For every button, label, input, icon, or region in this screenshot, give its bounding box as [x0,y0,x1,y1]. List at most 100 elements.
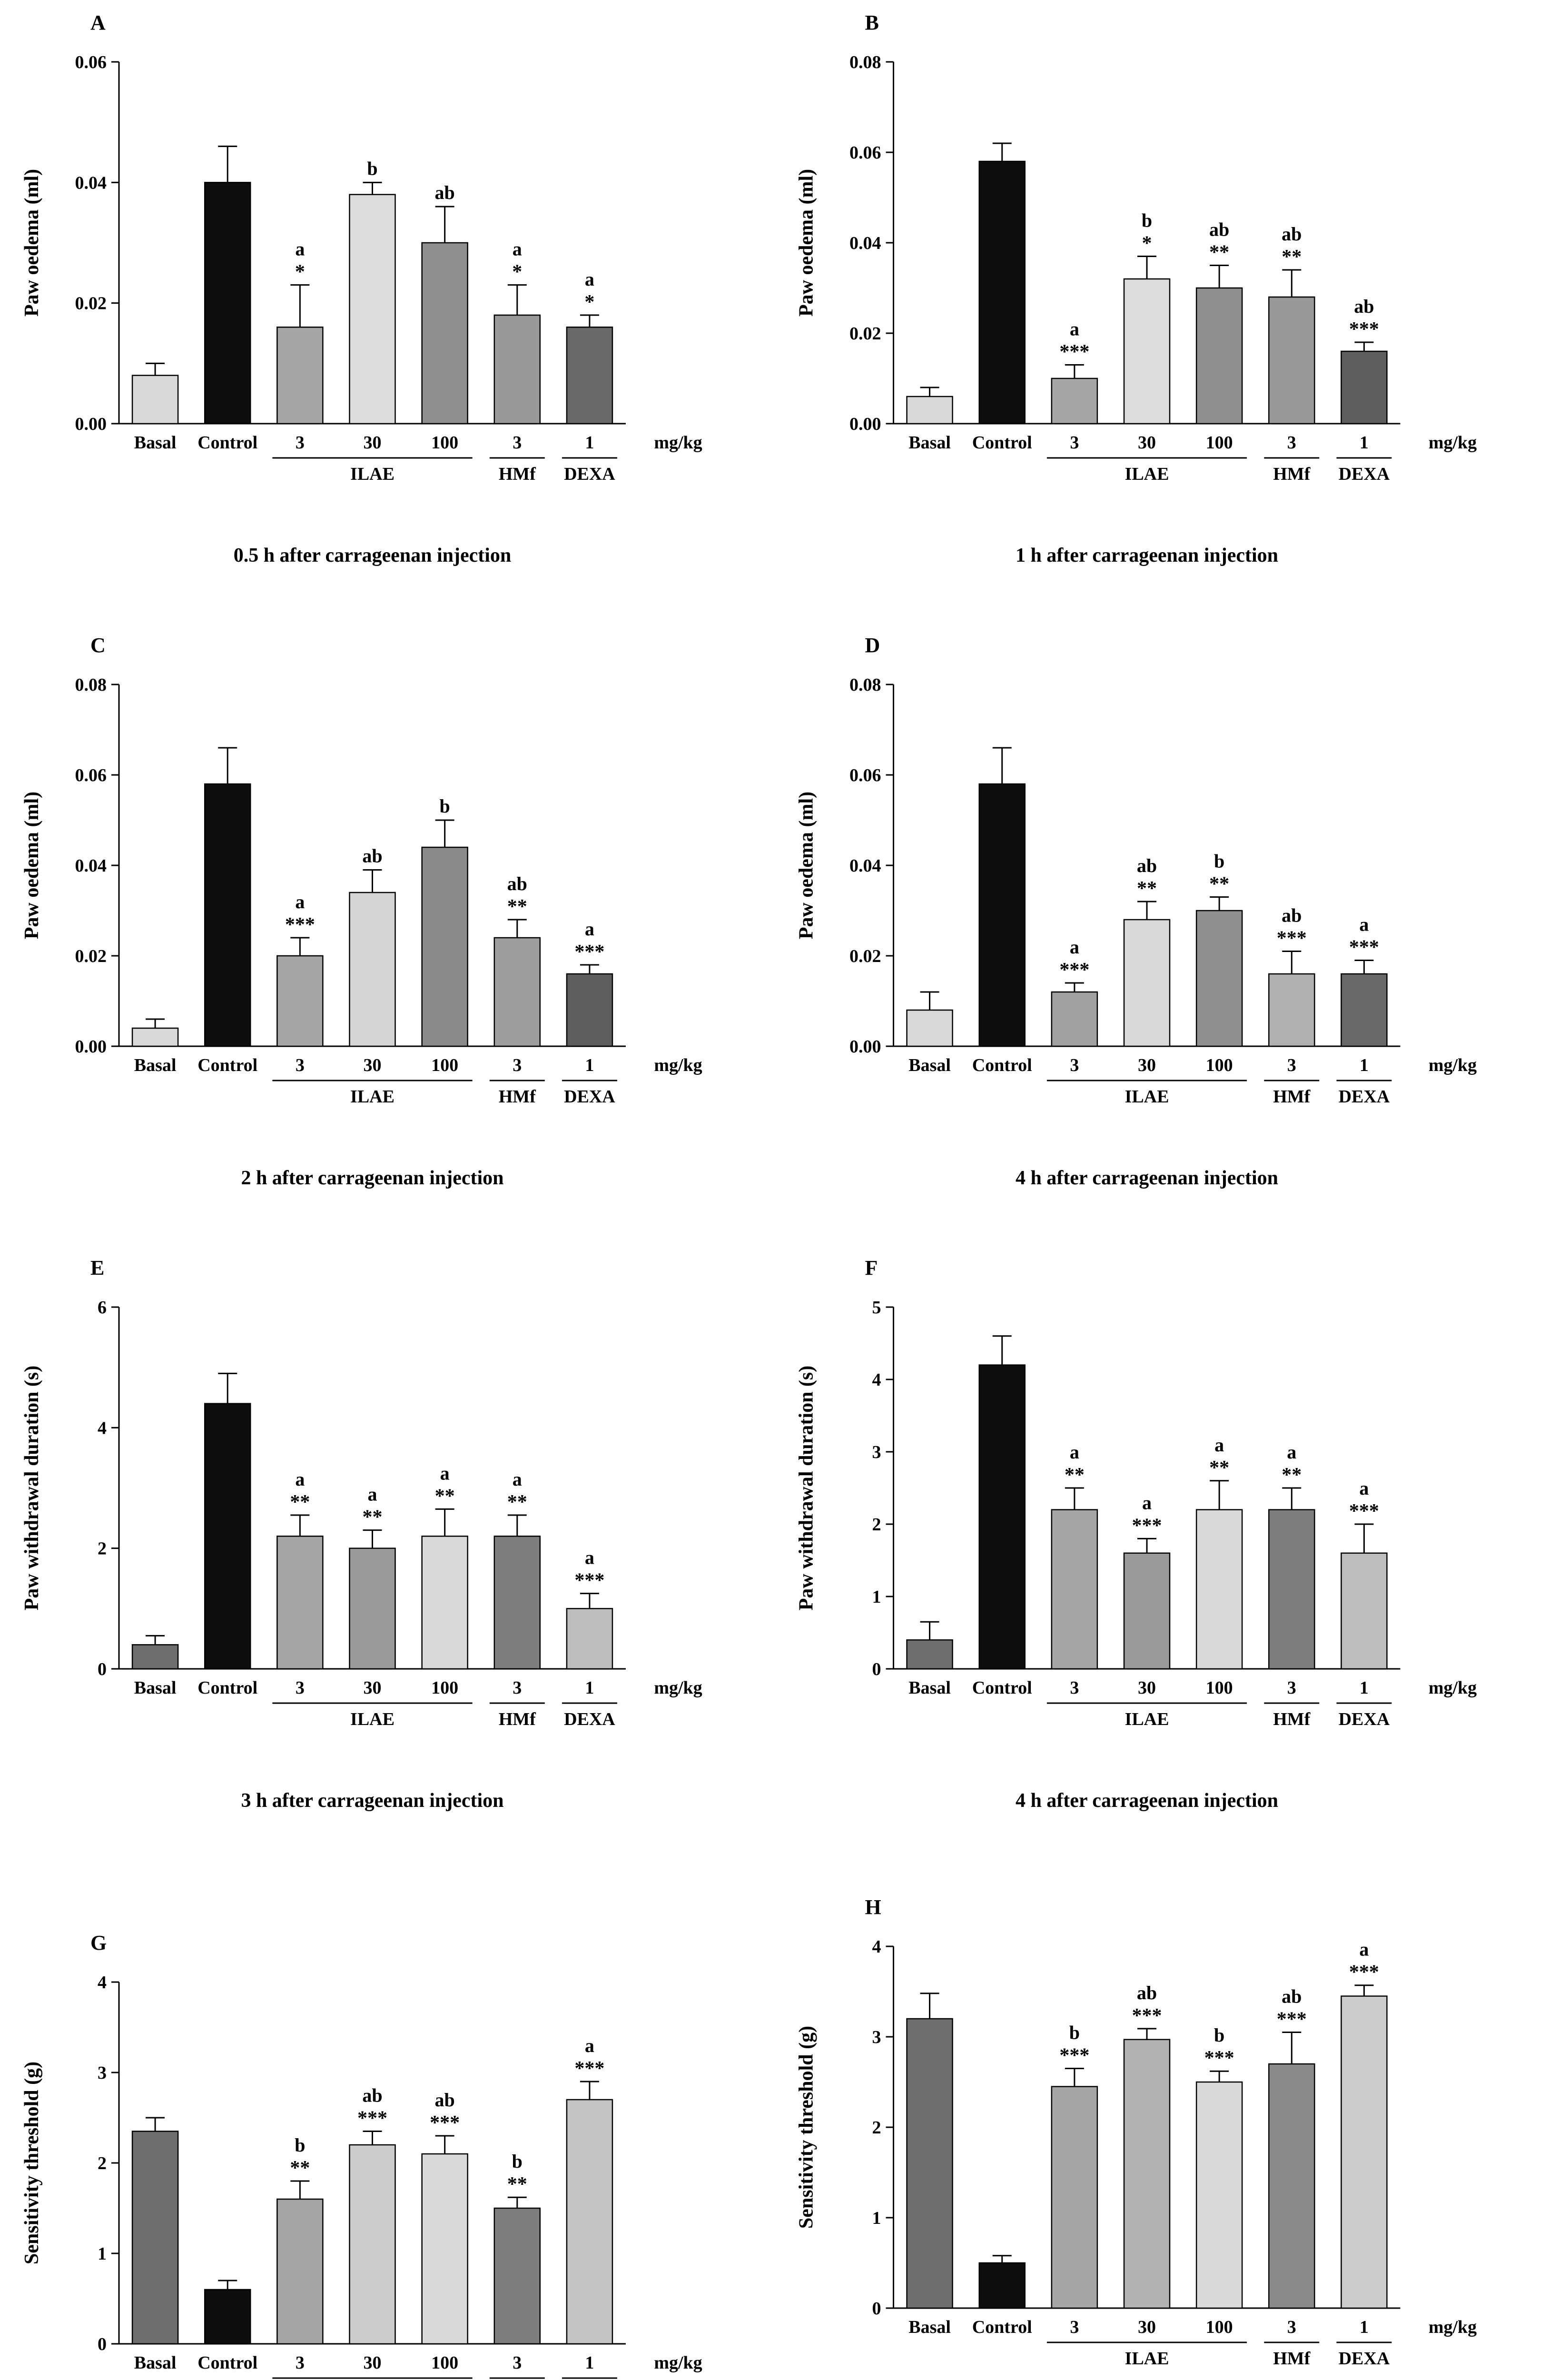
sig-letter: ab [507,873,527,894]
bar-control [204,783,251,1047]
y-tick-label: 0.00 [75,1037,107,1057]
sig-stars: ** [1137,878,1157,900]
category-label: 100 [1206,1678,1233,1698]
bar-ilae-30 [349,194,396,425]
category-label: 100 [431,1055,458,1075]
bar-hmf-3 [1268,2063,1315,2309]
y-tick-label: 2 [872,1515,881,1535]
y-tick-label: 0.02 [75,946,107,966]
sig-letter: a [295,1468,305,1490]
bar-ilae-30 [349,892,396,1047]
sig-letter: a [295,238,305,260]
group-label-hmf: HMf [499,1709,536,1729]
bar-ilae-30 [1123,278,1171,425]
bar-basal [906,2018,953,2309]
sig-letter: ab [1282,905,1302,926]
sig-stars: ** [1282,1464,1302,1486]
bar-ilae-3 [1051,2086,1098,2309]
group-label-hmf: HMf [1273,464,1311,484]
y-tick-label: 0.06 [75,52,107,72]
chart-e: E Paw withdrawal duration (s) 0 2 4 6 Basal Con… [21,1256,702,1812]
group-label-hmf: HMf [1273,1709,1311,1729]
bar-dexa-1 [1341,973,1388,1047]
bar-ilae-3 [1051,1509,1098,1670]
category-label: 30 [1138,1055,1156,1075]
bar-ilae-100 [1195,1509,1243,1670]
y-tick-label: 4 [98,1418,107,1438]
unit-label: mg/kg [654,1678,702,1698]
category-label: Control [197,1055,257,1075]
y-tick-label: 4 [98,1973,107,1993]
bar-ilae-100 [1195,2081,1243,2309]
y-tick-label: 0.04 [75,856,107,876]
sig-letter: ab [435,2089,455,2111]
y-tick-label: 0 [98,2334,107,2354]
category-label: 100 [431,433,458,453]
y-tick-label: 0.04 [849,233,881,253]
y-tick-label: 0.08 [849,675,881,695]
unit-label: mg/kg [654,433,702,453]
category-label: 3 [513,1055,522,1075]
category-label: Basal [134,2353,177,2373]
sig-stars: *** [1349,937,1379,959]
bar-ilae-100 [421,1536,468,1670]
bar-ilae-30 [1123,1552,1171,1670]
group-label-ilae: ILAE [1125,464,1169,484]
y-axis-label: Sensitivity threshold (g) [796,2026,818,2229]
category-label: 3 [296,1055,305,1075]
panel-title: 4 h after carrageenan injection [1016,1790,1278,1812]
bar-control [204,1403,251,1670]
category-label: Basal [908,1678,951,1698]
y-tick-label: 0.00 [849,414,881,434]
category-label: Basal [908,1055,951,1075]
bar-hmf-3 [493,937,541,1047]
sig-letter: b [1214,851,1224,872]
category-label: 30 [1138,1678,1156,1698]
y-tick-label: 4 [872,1937,881,1957]
sig-letter: ab [362,2085,382,2106]
sig-letter: a [440,1462,450,1484]
y-tick-label: 1 [872,1587,881,1607]
category-label: 100 [1206,2317,1233,2337]
sig-letter: a [585,918,594,940]
bar-control [204,182,251,425]
sig-stars: *** [357,2108,387,2130]
category-label: 3 [513,1678,522,1698]
group-label-ilae: ILAE [350,1087,395,1107]
sig-stars: *** [1349,1962,1379,1983]
bar-ilae-30 [349,1547,396,1670]
bar-ilae-3 [276,327,324,425]
panel-d: D Paw oedema (ml) 0.00 0.02 0.04 0.06 0.08 Basa… [774,623,1549,1245]
sig-letter: a [1070,1441,1079,1463]
sig-stars: ** [1209,1457,1229,1479]
panel-title: 1 h after carrageenan injection [1016,545,1278,566]
category-label: 3 [296,433,305,453]
chart-body: F Paw withdrawal duration (s) 0 1 2 3 4 5 Basal C… [796,1256,1477,1812]
sig-stars: ** [1282,246,1302,268]
sig-stars: *** [1277,928,1307,950]
sig-letter: ab [435,182,455,203]
sig-letter: a [585,268,594,290]
sig-stars: *** [1059,341,1089,363]
category-label: 30 [364,433,382,453]
bar-dexa-1 [566,327,613,425]
y-tick-label: 4 [872,1370,881,1390]
y-tick-label: 0.08 [75,675,107,695]
sig-stars: *** [1349,318,1379,340]
bar-ilae-3 [276,955,324,1047]
group-label-hmf: HMf [499,464,536,484]
bar-ilae-100 [421,242,468,425]
category-label: 100 [1206,433,1233,453]
sig-letter: b [440,795,450,817]
y-tick-label: 1 [98,2244,107,2264]
chart-body: E Paw withdrawal duration (s) 0 2 4 6 Basal Con… [21,1256,702,1812]
y-axis-label: Paw withdrawal duration (s) [21,1366,43,1611]
sig-letter: a [585,2035,594,2056]
sig-letter: a [513,1468,522,1490]
group-label-dexa: DEXA [1339,1087,1390,1107]
sig-stars: *** [1349,1500,1379,1522]
y-axis-label: Paw withdrawal duration (s) [796,1366,818,1611]
category-label: Control [972,1678,1032,1698]
sig-stars: ** [1209,873,1229,895]
y-tick-label: 6 [98,1298,107,1318]
